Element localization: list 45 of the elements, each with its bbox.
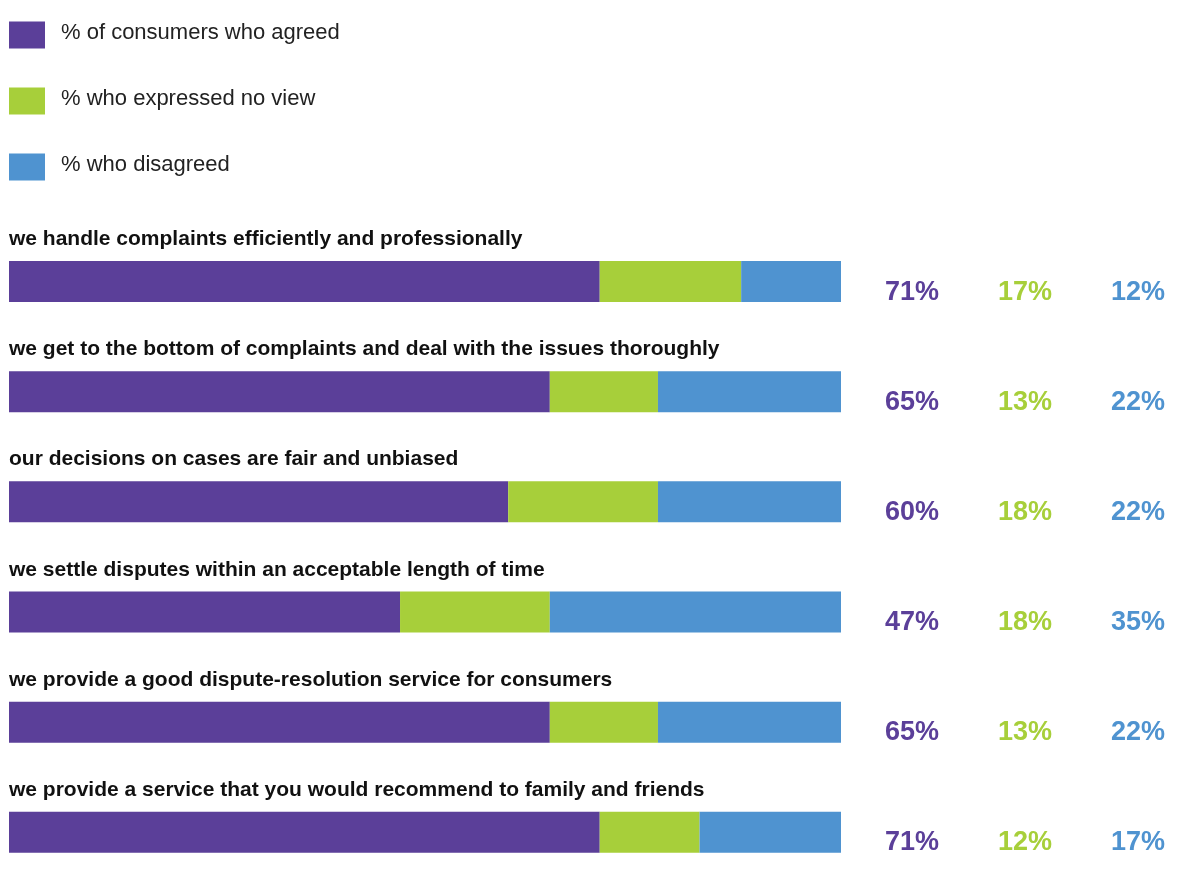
data-label: 35% (1110, 606, 1166, 636)
bar (9, 701, 550, 743)
bar (9, 261, 600, 302)
bar (657, 701, 841, 743)
data-label: 22% (1110, 385, 1166, 416)
data-label: 18% (997, 606, 1053, 636)
y-tick-label: we provide a good dispute-resolution service for consumers (8, 666, 613, 690)
bar (9, 811, 600, 853)
legend-label: % who disagreed (61, 151, 230, 176)
bar (599, 811, 700, 853)
data-label: 12% (1110, 275, 1166, 306)
legend-label: % who expressed no view (61, 85, 316, 110)
bar (508, 481, 658, 523)
bar (9, 481, 509, 523)
data-label: 17% (997, 275, 1053, 306)
bar (599, 261, 742, 302)
bar (699, 811, 841, 853)
bar (400, 591, 550, 633)
data-label: 71% (884, 826, 940, 857)
data-label: 47% (884, 606, 940, 636)
data-label: 13% (997, 385, 1053, 416)
y-tick-label: our decisions on cases are fair and unbiased (9, 446, 459, 470)
data-label: 65% (884, 385, 940, 416)
bar (657, 371, 841, 413)
data-label: 71% (884, 275, 940, 306)
bar (9, 371, 550, 413)
data-label: 60% (884, 495, 940, 526)
data-label: 22% (1110, 716, 1166, 747)
bar (549, 701, 658, 743)
y-tick-label: we handle complaints efficiently and professionally (8, 226, 523, 250)
data-label: 13% (997, 716, 1053, 747)
legend-label: % of consumers who agreed (61, 19, 340, 44)
bar (549, 371, 658, 413)
data-label: 22% (1110, 495, 1166, 526)
bar (657, 481, 841, 523)
data-label: 18% (997, 495, 1053, 526)
y-tick-label: we get to the bottom of complaints and deal with the issues thoroughly (8, 336, 720, 360)
y-tick-label: we settle disputes within an acceptable length of time (8, 556, 545, 580)
bar (549, 591, 841, 633)
data-label: 65% (884, 716, 940, 747)
data-label: 17% (1110, 826, 1166, 857)
y-tick-label: we provide a service that you would recommend to family and friends (8, 776, 705, 800)
bar (741, 261, 841, 302)
data-label: 12% (997, 826, 1053, 857)
bar (9, 591, 401, 633)
